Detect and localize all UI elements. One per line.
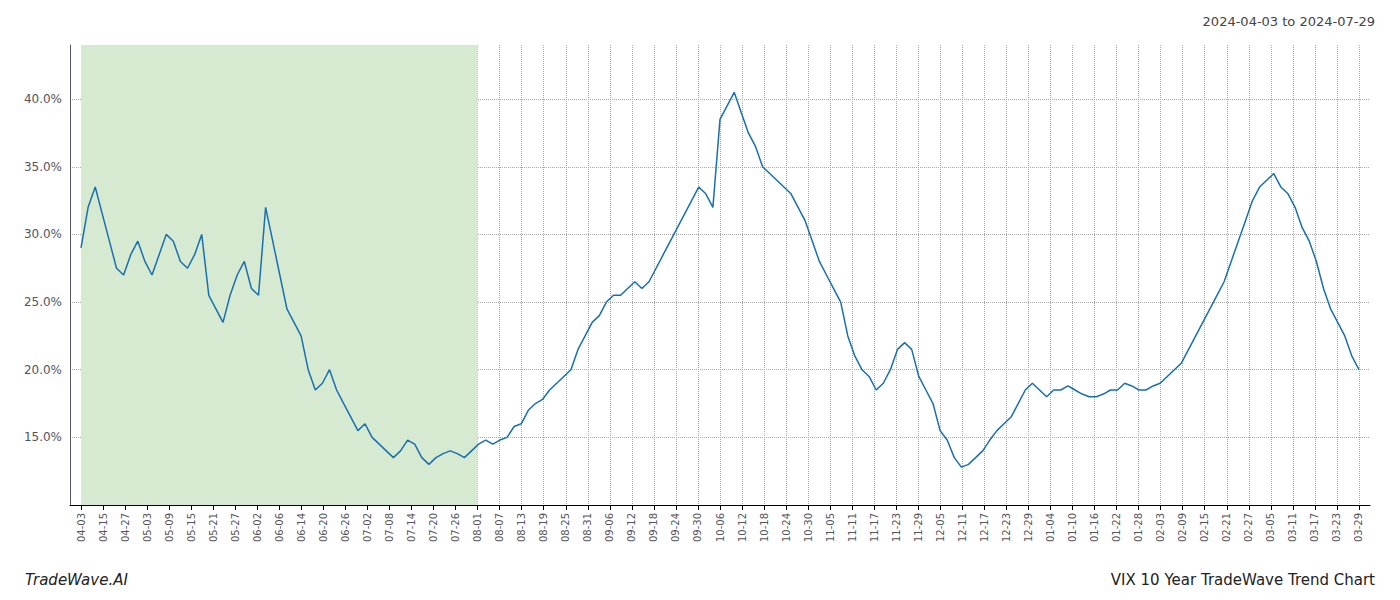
svg-text:30.0%: 30.0% [24, 227, 62, 241]
svg-text:06-26: 06-26 [340, 513, 351, 542]
svg-text:03-29: 03-29 [1353, 513, 1364, 542]
svg-text:06-06: 06-06 [274, 513, 285, 542]
svg-text:09-06: 09-06 [604, 513, 615, 542]
svg-text:02-09: 02-09 [1177, 513, 1188, 542]
svg-text:09-18: 09-18 [648, 513, 659, 542]
svg-text:06-20: 06-20 [318, 513, 329, 542]
svg-text:11-05: 11-05 [825, 513, 836, 542]
svg-text:08-19: 08-19 [538, 513, 549, 542]
svg-text:01-28: 01-28 [1133, 513, 1144, 542]
svg-text:04-27: 04-27 [120, 513, 131, 542]
svg-text:08-13: 08-13 [516, 513, 527, 542]
svg-text:07-08: 07-08 [384, 513, 395, 542]
svg-text:12-17: 12-17 [979, 513, 990, 542]
svg-text:10-06: 10-06 [715, 513, 726, 542]
svg-text:02-03: 02-03 [1155, 513, 1166, 542]
svg-text:15.0%: 15.0% [24, 430, 62, 444]
svg-text:12-11: 12-11 [957, 513, 968, 542]
svg-text:02-21: 02-21 [1221, 513, 1232, 542]
svg-text:05-27: 05-27 [230, 513, 241, 542]
svg-text:03-11: 03-11 [1287, 513, 1298, 542]
svg-text:12-29: 12-29 [1023, 513, 1034, 542]
svg-text:05-09: 05-09 [164, 513, 175, 542]
svg-text:07-20: 07-20 [428, 513, 439, 542]
svg-text:TradeWave.AI: TradeWave.AI [25, 571, 128, 589]
svg-text:03-17: 03-17 [1309, 513, 1320, 542]
svg-text:02-15: 02-15 [1199, 513, 1210, 542]
svg-text:06-02: 06-02 [252, 513, 263, 542]
svg-text:05-03: 05-03 [142, 513, 153, 542]
svg-text:02-27: 02-27 [1243, 513, 1254, 542]
svg-text:12-23: 12-23 [1001, 513, 1012, 542]
svg-text:03-05: 03-05 [1265, 513, 1276, 542]
svg-text:09-30: 09-30 [692, 513, 703, 542]
svg-text:10-18: 10-18 [759, 513, 770, 542]
svg-text:20.0%: 20.0% [24, 363, 62, 377]
svg-text:09-24: 09-24 [670, 513, 681, 542]
svg-text:08-25: 08-25 [560, 513, 571, 542]
svg-text:03-23: 03-23 [1331, 513, 1342, 542]
svg-text:01-10: 01-10 [1067, 513, 1078, 542]
svg-text:VIX 10 Year TradeWave Trend Ch: VIX 10 Year TradeWave Trend Chart [1111, 571, 1375, 589]
svg-text:05-15: 05-15 [186, 513, 197, 542]
svg-text:10-12: 10-12 [737, 513, 748, 542]
svg-text:01-16: 01-16 [1089, 513, 1100, 542]
svg-text:12-05: 12-05 [935, 513, 946, 542]
svg-text:08-07: 08-07 [494, 513, 505, 542]
svg-text:11-11: 11-11 [847, 513, 858, 542]
svg-text:10-24: 10-24 [781, 513, 792, 542]
svg-text:07-02: 07-02 [362, 513, 373, 542]
svg-text:25.0%: 25.0% [24, 295, 62, 309]
svg-text:08-31: 08-31 [582, 513, 593, 542]
svg-text:06-14: 06-14 [296, 513, 307, 542]
svg-text:10-30: 10-30 [803, 513, 814, 542]
svg-text:08-01: 08-01 [472, 513, 483, 542]
svg-text:2024-04-03 to 2024-07-29: 2024-04-03 to 2024-07-29 [1203, 14, 1375, 29]
svg-text:05-21: 05-21 [208, 513, 219, 542]
svg-text:04-03: 04-03 [76, 513, 87, 542]
svg-text:04-15: 04-15 [98, 513, 109, 542]
svg-text:11-29: 11-29 [913, 513, 924, 542]
svg-text:40.0%: 40.0% [24, 92, 62, 106]
svg-text:11-23: 11-23 [891, 513, 902, 542]
svg-text:01-04: 01-04 [1045, 513, 1056, 542]
svg-text:07-14: 07-14 [406, 513, 417, 542]
svg-text:11-17: 11-17 [869, 513, 880, 542]
svg-text:09-12: 09-12 [626, 513, 637, 542]
svg-text:01-22: 01-22 [1111, 513, 1122, 542]
svg-text:35.0%: 35.0% [24, 160, 62, 174]
svg-text:07-26: 07-26 [450, 513, 461, 542]
